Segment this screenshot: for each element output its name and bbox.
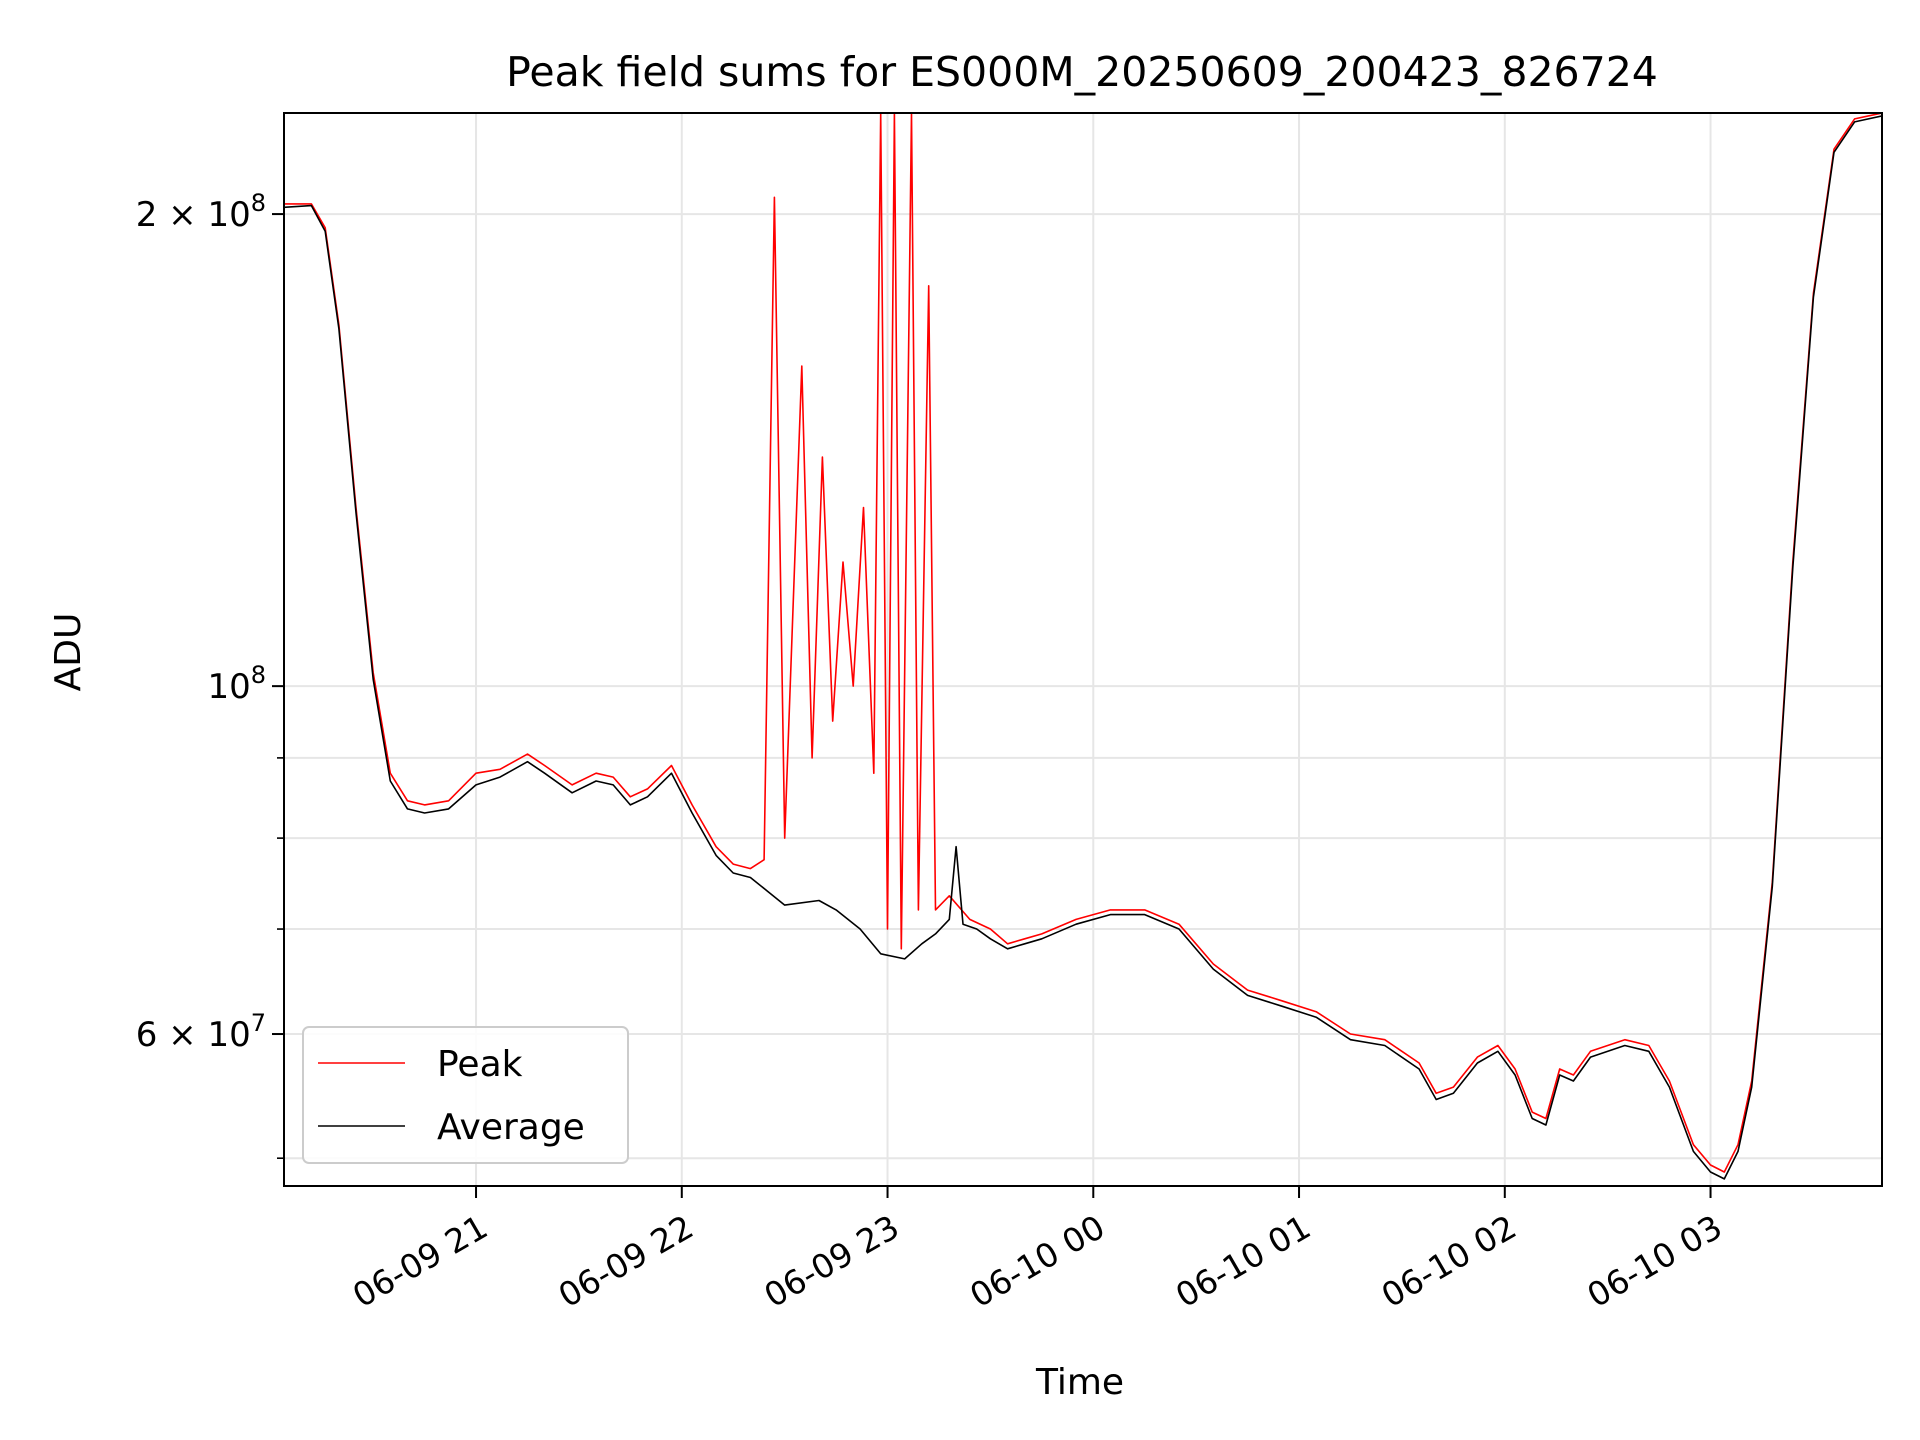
axes-frame (283, 112, 1883, 1187)
chart-title: Peak field sums for ES000M_20250609_2004… (506, 48, 1658, 96)
y-tick-label: 2 × 108 (136, 189, 266, 235)
series-line-average (284, 115, 1882, 1180)
legend: Peak Average (302, 1026, 629, 1164)
y-tick-label: 108 (207, 661, 266, 707)
plot-area (284, 113, 1882, 1180)
y-tick-label: 6 × 107 (136, 1009, 266, 1055)
legend-box (302, 1026, 629, 1164)
legend-peak-label: Peak (437, 1044, 523, 1085)
x-axis-label: Time (1035, 1362, 1124, 1403)
y-axis-label: ADU (48, 613, 89, 692)
series-line-peak (284, 113, 1882, 1173)
legend-average-label: Average (437, 1107, 585, 1148)
